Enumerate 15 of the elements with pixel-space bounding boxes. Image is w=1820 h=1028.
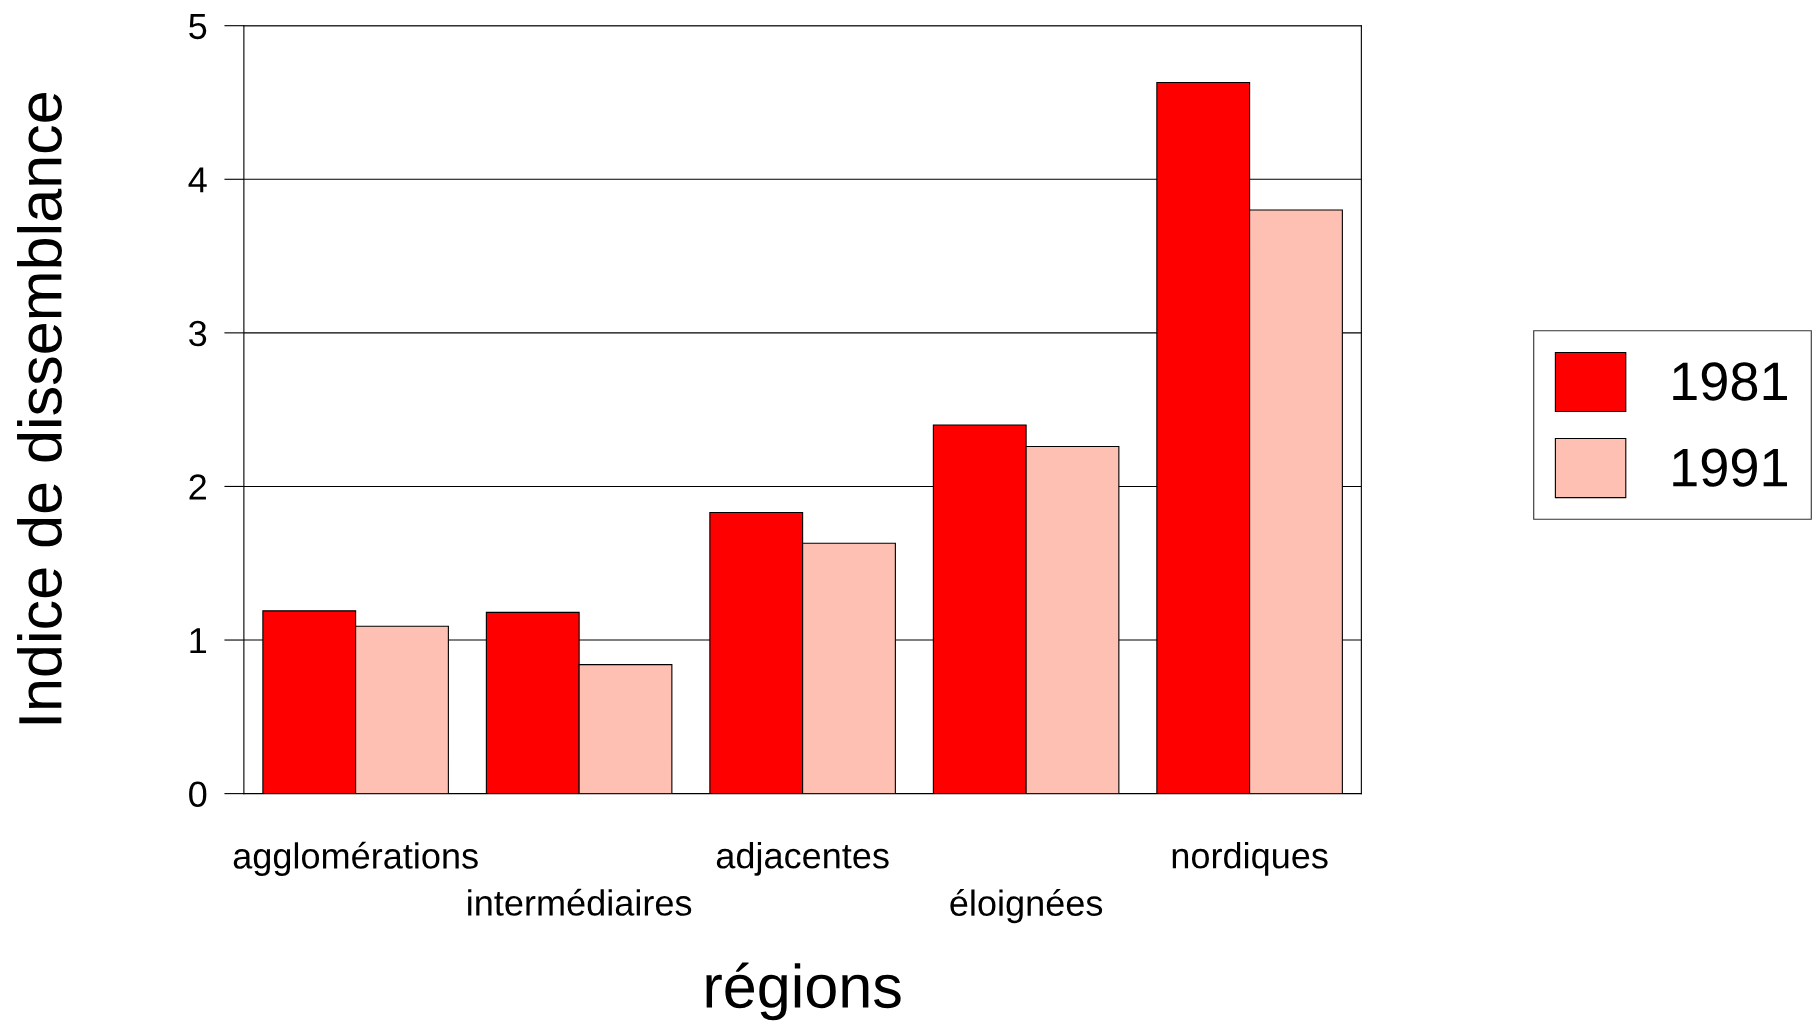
y-tick-label: 3 — [189, 320, 207, 347]
x-tick-label: agglomérations — [233, 841, 478, 876]
y-axis-title: Indice de dissemblance — [17, 93, 62, 724]
x-tick-label: adjacentes — [716, 842, 889, 876]
x-tick-label: éloignées — [950, 889, 1103, 924]
y-tick-label: 1 — [190, 628, 207, 654]
y-tick-label: 4 — [188, 167, 207, 193]
y-tick-label: 2 — [189, 474, 206, 500]
legend-label: 1981 — [1673, 362, 1787, 401]
x-axis-title: régions — [706, 962, 901, 1021]
x-tick-label: nordiques — [1172, 842, 1328, 876]
x-tick-label: intermédiaires — [468, 888, 692, 916]
legend-label: 1991 — [1673, 448, 1787, 487]
y-tick-label: 5 — [189, 13, 207, 40]
y-tick-label: 0 — [189, 781, 207, 808]
